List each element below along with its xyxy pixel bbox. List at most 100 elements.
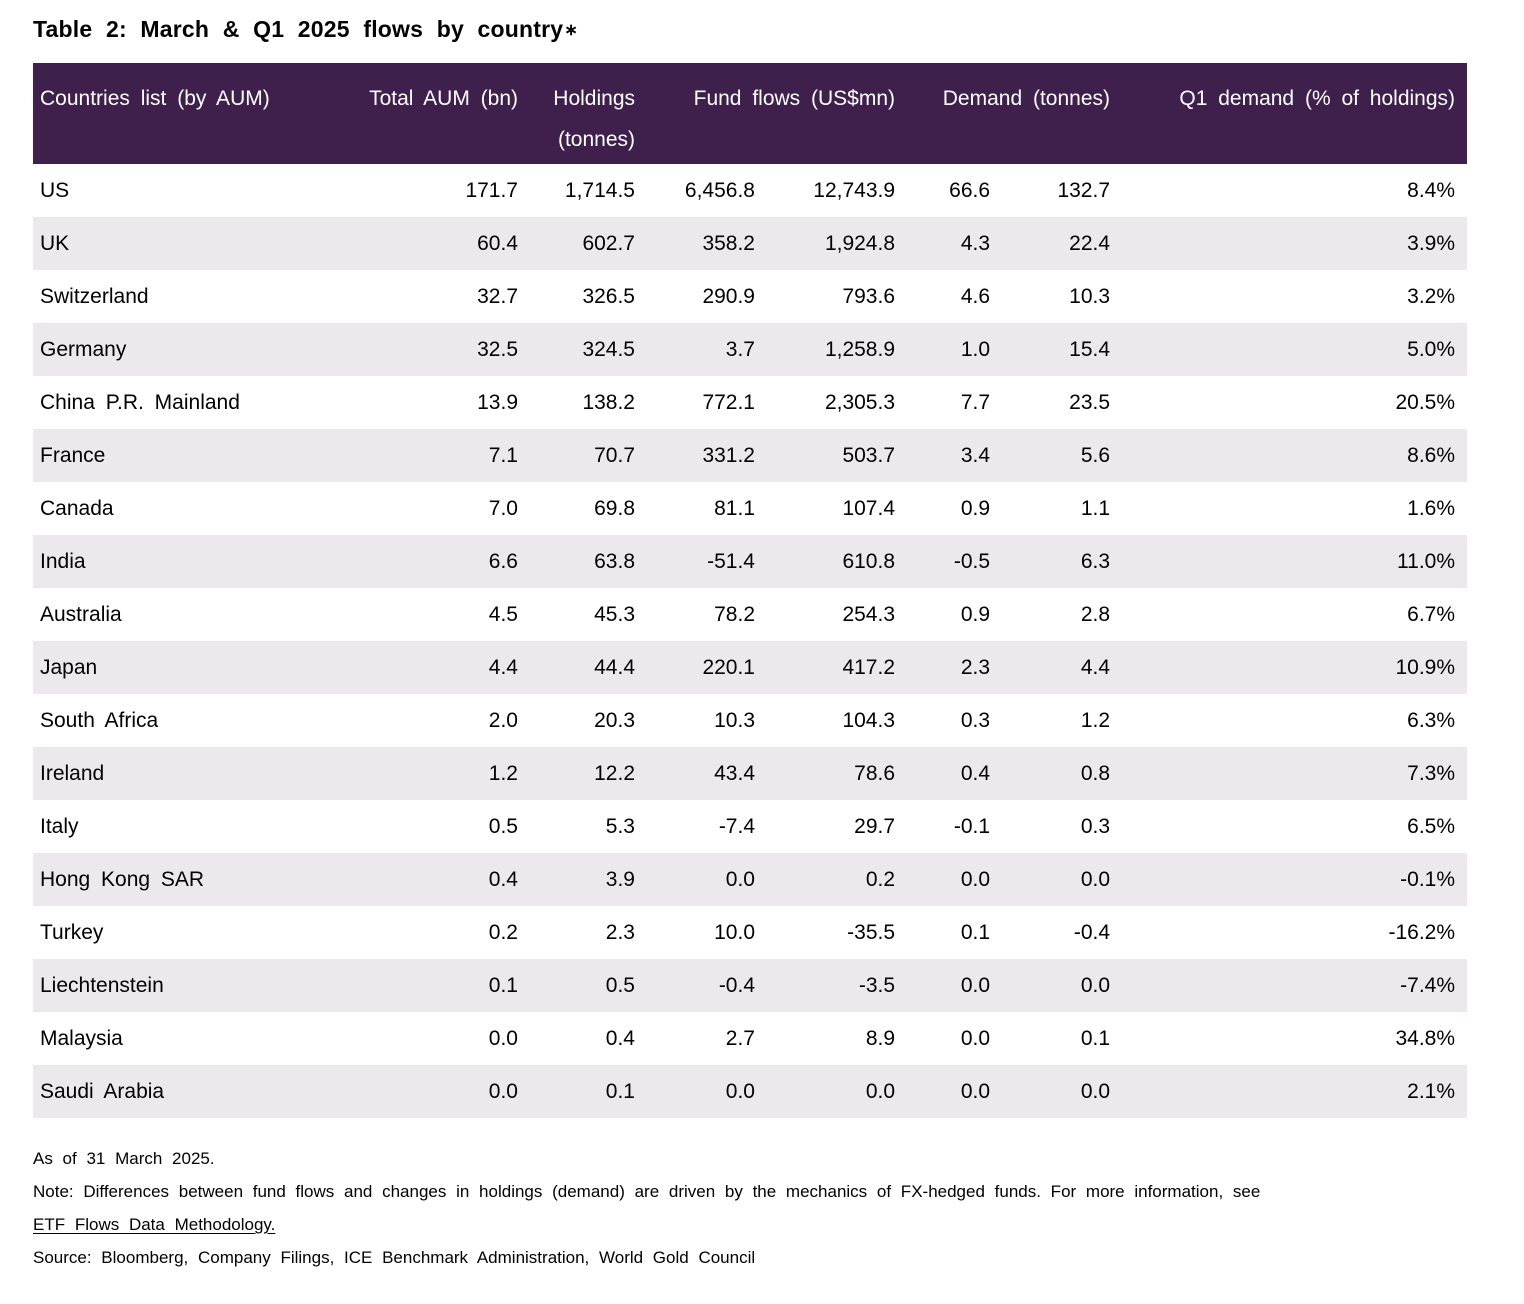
cell-country: Japan	[40, 655, 98, 679]
cell-q1-demand-pct: 8.4%	[1407, 178, 1456, 202]
cell-holdings: 45.3	[594, 602, 635, 626]
cell-country: Malaysia	[40, 1026, 123, 1050]
col-header-holdings-line2: (tonnes)	[557, 128, 635, 151]
cell-country: Germany	[40, 337, 127, 361]
col-header-countries: Countries list (by AUM)	[33, 63, 333, 164]
cell-demand-q1: 0.8	[1080, 761, 1111, 785]
cell-demand-march: 66.6	[949, 178, 991, 202]
cell-total-aum: 171.7	[465, 178, 518, 202]
cell-country: South Africa	[40, 708, 159, 732]
cell-demand-q1: 15.4	[1069, 337, 1111, 361]
cell-total-aum: 4.5	[488, 602, 518, 626]
table-title: Table 2: March & Q1 2025 flows by countr…	[33, 16, 1524, 43]
col-header-q1-demand: Q1 demand (% of holdings)	[1110, 63, 1468, 164]
table-title-text: Table 2: March & Q1 2025 flows by countr…	[33, 16, 564, 42]
cell-holdings: 69.8	[594, 496, 635, 520]
cell-fund-flows-march: 6,456.8	[684, 178, 755, 202]
cell-q1-demand-pct: 6.5%	[1407, 814, 1456, 838]
cell-fund-flows-q1: 503.7	[842, 443, 896, 467]
cell-holdings: 5.3	[605, 814, 635, 838]
cell-q1-demand-pct: 1.6%	[1407, 496, 1456, 520]
cell-total-aum: 0.2	[488, 920, 518, 944]
cell-demand-march: 0.4	[960, 761, 991, 785]
cell-demand-march: 0.9	[960, 602, 991, 626]
cell-fund-flows-q1: 2,305.3	[824, 390, 896, 414]
cell-demand-q1: -0.4	[1073, 920, 1111, 944]
cell-demand-march: 0.9	[960, 496, 991, 520]
table-row: France 7.1 70.7 331.2 503.7 3.4 5.6 8.6%	[33, 429, 1468, 482]
cell-total-aum: 13.9	[477, 390, 518, 414]
cell-demand-q1: 132.7	[1057, 178, 1111, 202]
col-header-demand: Demand (tonnes)	[895, 63, 1111, 164]
cell-holdings: 326.5	[582, 284, 635, 308]
cell-fund-flows-march: 2.7	[725, 1026, 755, 1050]
col-header-fund-flows: Fund flows (US$mn)	[635, 63, 896, 164]
cell-demand-march: 0.0	[960, 867, 991, 891]
cell-holdings: 63.8	[594, 549, 635, 573]
cell-total-aum: 32.7	[477, 284, 518, 308]
table-row: Canada 7.0 69.8 81.1 107.4 0.9 1.1 1.6%	[33, 482, 1467, 535]
table-row: Malaysia 0.0 0.4 2.7 8.9 0.0 0.1 34.8%	[33, 1012, 1467, 1065]
cell-fund-flows-march: -0.4	[718, 973, 755, 997]
cell-q1-demand-pct: 11.0%	[1397, 549, 1456, 573]
cell-q1-demand-pct: -16.2%	[1388, 920, 1456, 944]
cell-country: Switzerland	[40, 284, 149, 308]
cell-fund-flows-march: 0.0	[725, 1079, 755, 1103]
cell-holdings: 70.7	[594, 443, 635, 467]
table-row: UK 60.4 602.7 358.2 1,924.8 4.3 22.4 3.9…	[33, 217, 1468, 270]
cell-demand-q1: 0.0	[1080, 867, 1111, 891]
cell-holdings: 1,714.5	[564, 178, 635, 202]
note-text: Note: Differences between fund flows and…	[33, 1182, 1261, 1201]
cell-demand-q1: 23.5	[1069, 390, 1111, 414]
cell-q1-demand-pct: 3.9%	[1407, 231, 1456, 255]
cell-q1-demand-pct: 5.0%	[1407, 337, 1456, 361]
cell-fund-flows-march: 331.2	[702, 443, 755, 467]
cell-demand-march: 7.7	[960, 390, 991, 414]
table-header: Countries list (by AUM) Total AUM (bn) H…	[33, 63, 1468, 164]
footnote-asterisk: ∗	[564, 22, 578, 39]
table-row: India 6.6 63.8 -51.4 610.8 -0.5 6.3 11.0…	[33, 535, 1468, 588]
header-row: Countries list (by AUM) Total AUM (bn) H…	[33, 63, 1468, 164]
cell-q1-demand-pct: 10.9%	[1395, 655, 1456, 679]
cell-demand-march: 0.0	[960, 973, 991, 997]
cell-q1-demand-pct: 7.3%	[1407, 761, 1456, 785]
flows-by-country-table: Countries list (by AUM) Total AUM (bn) H…	[33, 63, 1468, 1118]
cell-fund-flows-q1: 793.6	[842, 284, 896, 308]
cell-fund-flows-q1: 417.2	[842, 655, 896, 679]
etf-flows-methodology-link[interactable]: ETF Flows Data Methodology.	[33, 1215, 276, 1234]
cell-total-aum: 32.5	[477, 337, 518, 361]
cell-fund-flows-q1: 107.4	[842, 496, 896, 520]
cell-fund-flows-march: 81.1	[714, 496, 755, 520]
cell-fund-flows-march: 772.1	[702, 390, 755, 414]
table-row: Hong Kong SAR 0.4 3.9 0.0 0.2 0.0 0.0 -0…	[33, 853, 1468, 906]
cell-holdings: 2.3	[605, 920, 635, 944]
cell-total-aum: 1.2	[488, 761, 518, 785]
cell-fund-flows-q1: 0.0	[865, 1079, 896, 1103]
table-row: Japan 4.4 44.4 220.1 417.2 2.3 4.4 10.9%	[33, 641, 1468, 694]
cell-demand-q1: 2.8	[1080, 602, 1111, 626]
cell-country: Liechtenstein	[40, 973, 164, 997]
cell-country: China P.R. Mainland	[40, 390, 240, 414]
cell-q1-demand-pct: 6.3%	[1407, 708, 1456, 732]
table-body: US 171.7 1,714.5 6,456.8 12,743.9 66.6 1…	[33, 164, 1468, 1118]
table-row: South Africa 2.0 20.3 10.3 104.3 0.3 1.2…	[33, 694, 1467, 747]
cell-demand-q1: 0.0	[1080, 1079, 1111, 1103]
cell-fund-flows-march: 10.3	[714, 708, 755, 732]
cell-fund-flows-q1: 1,258.9	[824, 337, 896, 361]
cell-fund-flows-march: 0.0	[725, 867, 755, 891]
cell-demand-march: -0.1	[953, 814, 991, 838]
cell-total-aum: 6.6	[488, 549, 518, 573]
cell-demand-q1: 0.3	[1080, 814, 1111, 838]
cell-country: UK	[40, 231, 70, 255]
cell-demand-march: 4.3	[960, 231, 991, 255]
table-row: Italy 0.5 5.3 -7.4 29.7 -0.1 0.3 6.5%	[33, 800, 1467, 853]
cell-fund-flows-march: -51.4	[707, 549, 755, 573]
cell-demand-march: 4.6	[960, 284, 991, 308]
cell-total-aum: 0.0	[488, 1026, 518, 1050]
cell-q1-demand-pct: -0.1%	[1400, 867, 1456, 891]
cell-demand-q1: 5.6	[1080, 443, 1111, 467]
cell-fund-flows-q1: 254.3	[842, 602, 896, 626]
cell-demand-march: 1.0	[960, 337, 991, 361]
cell-total-aum: 0.1	[488, 973, 518, 997]
cell-fund-flows-q1: 78.6	[854, 761, 896, 785]
